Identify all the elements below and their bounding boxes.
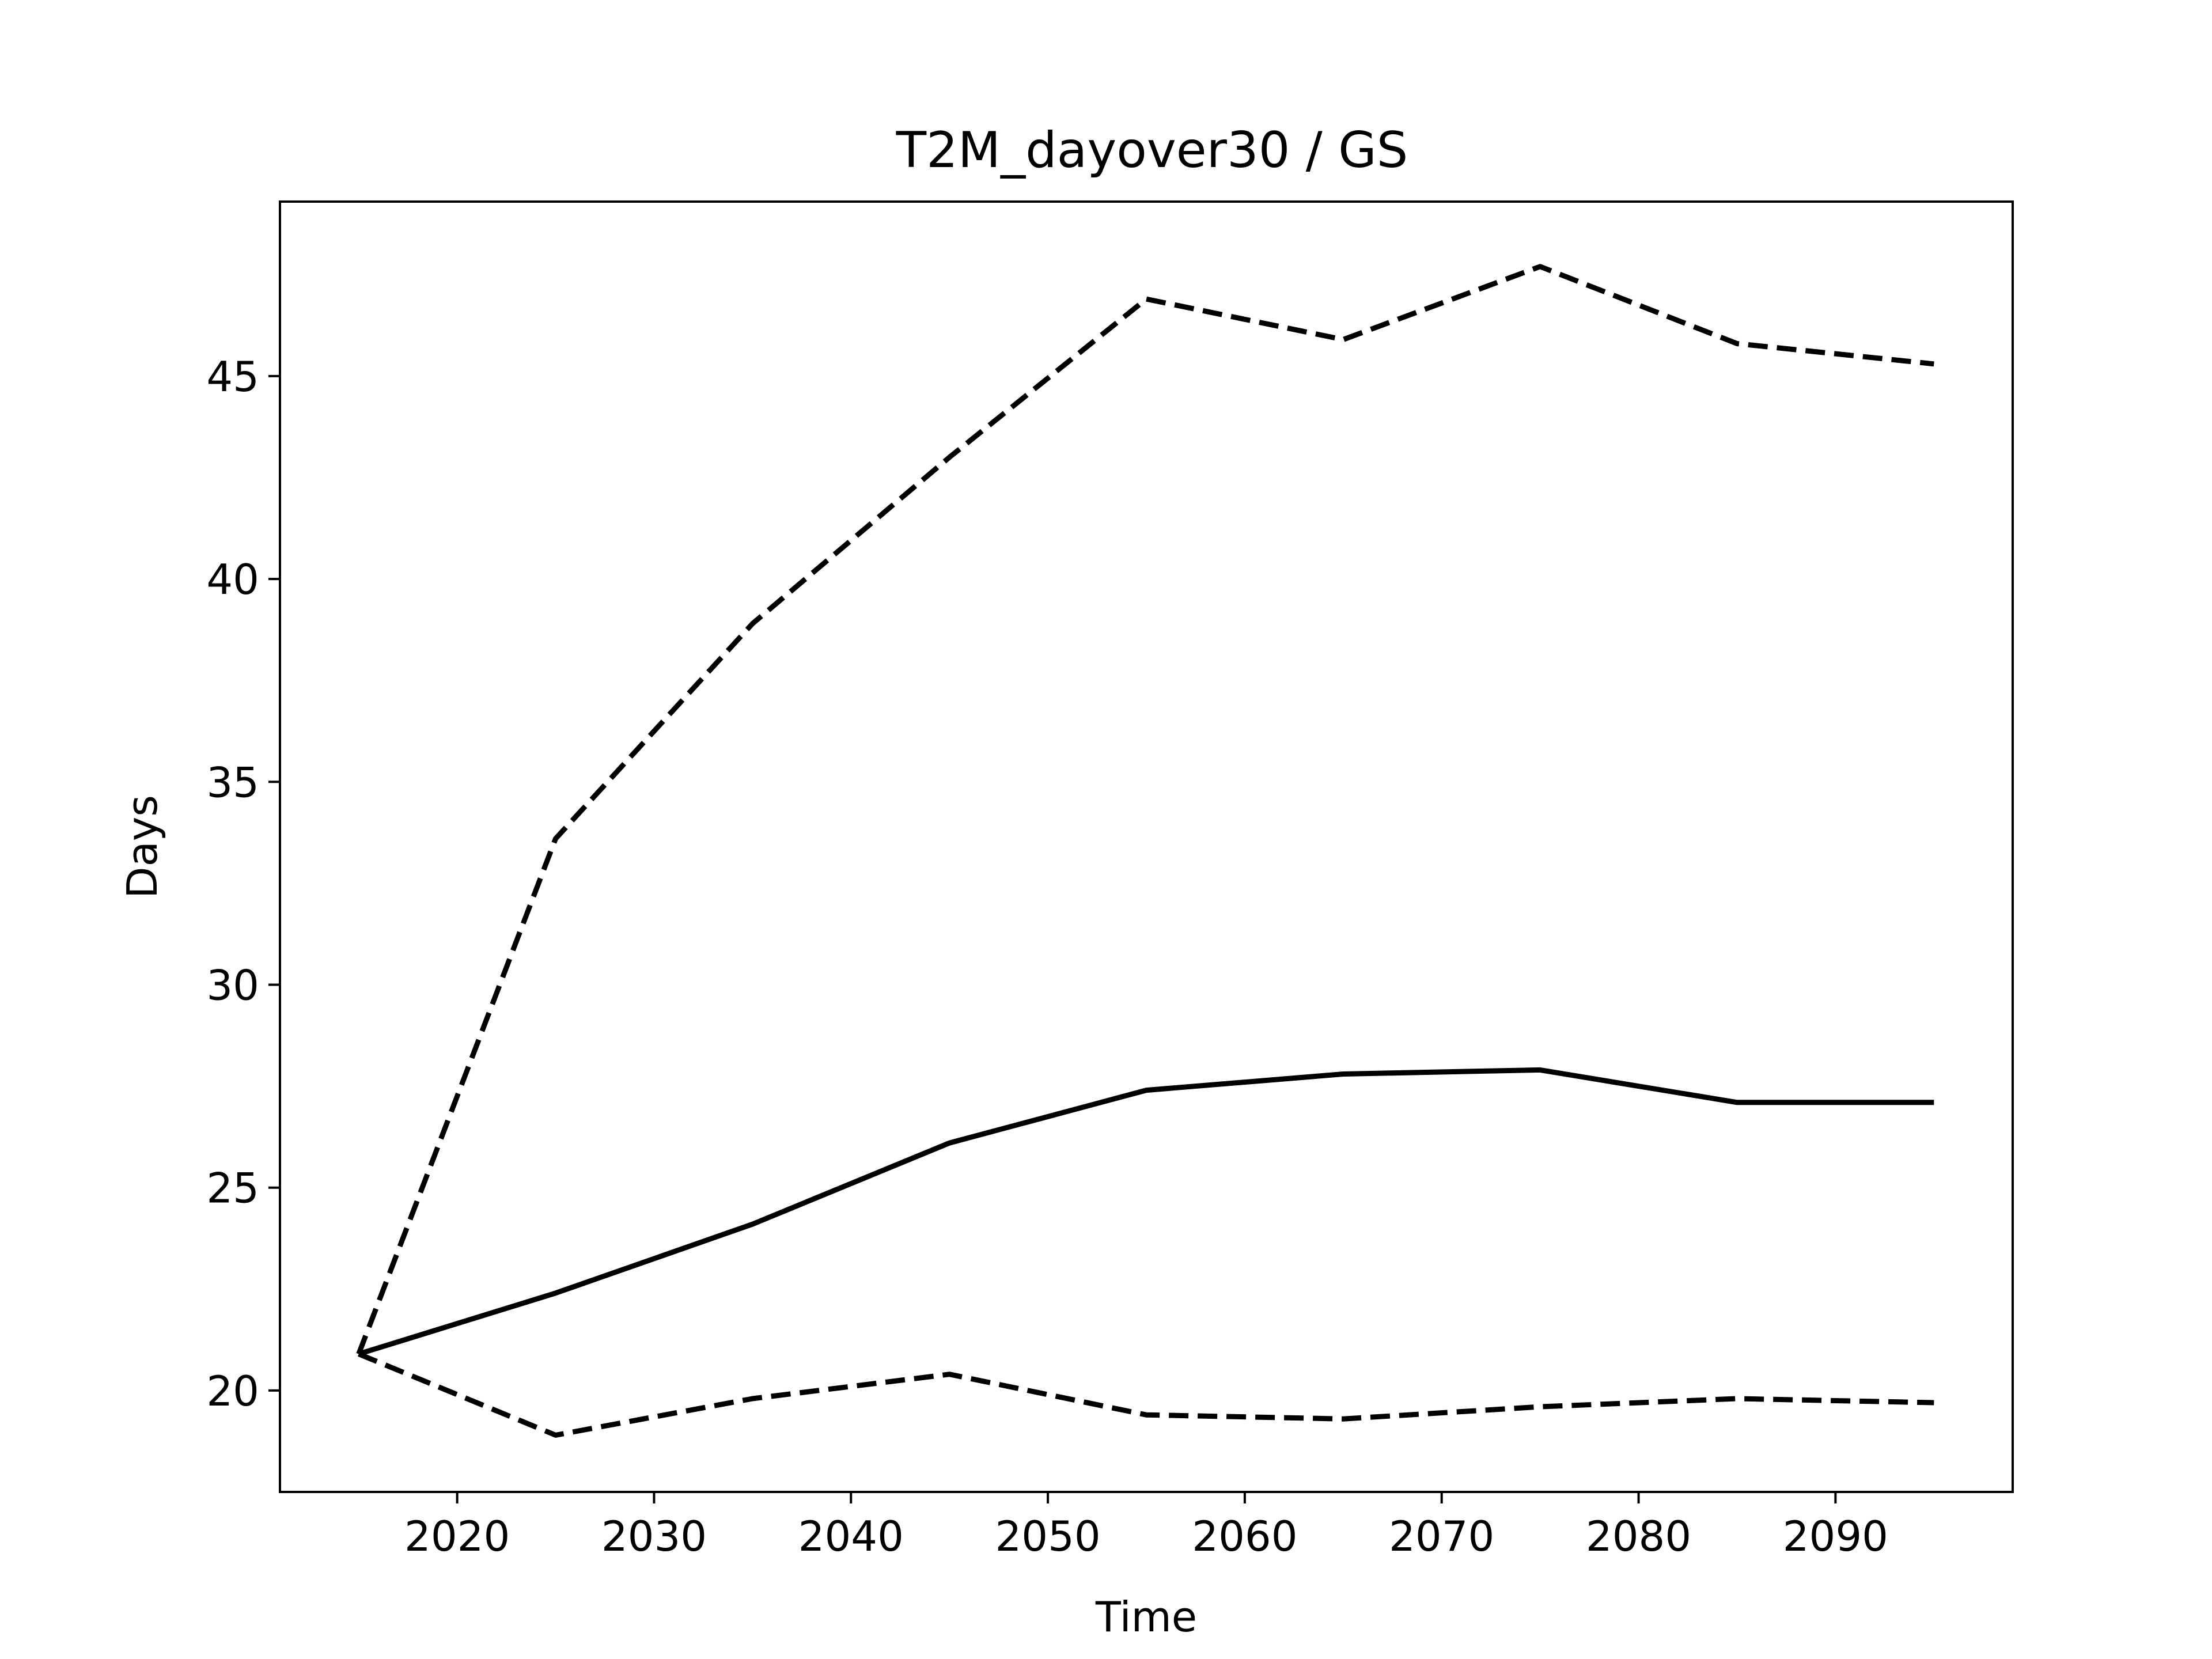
series-line-1 [358, 1067, 1934, 1357]
x-tick-label: 2030 [601, 1512, 707, 1560]
series-line-3 [357, 1351, 1934, 1438]
y-tick-label: 20 [206, 1367, 259, 1415]
x-axis-label: Time [1095, 1593, 1197, 1641]
y-axis: 20 25 30 35 40 45 [206, 353, 280, 1415]
x-tick-label: 2070 [1389, 1512, 1494, 1560]
y-tick-label: 25 [206, 1164, 259, 1213]
axes-frame [279, 200, 2014, 1493]
x-tick-label: 2020 [404, 1512, 510, 1560]
y-tick-label: 30 [206, 961, 259, 1009]
x-axis: 2020 2030 2040 2050 2060 2070 2080 2090 [404, 1492, 1888, 1560]
y-tick-label: 40 [206, 555, 259, 604]
series-line-2 [356, 264, 1934, 1355]
y-tick-label: 45 [206, 353, 259, 401]
plot-area [356, 264, 1934, 1438]
x-tick-label: 2060 [1192, 1512, 1297, 1560]
x-tick-label: 2080 [1586, 1512, 1691, 1560]
x-tick-label: 2090 [1783, 1512, 1888, 1560]
y-tick-label: 35 [206, 758, 259, 806]
x-tick-label: 2040 [798, 1512, 904, 1560]
x-tick-label: 2050 [995, 1512, 1100, 1560]
y-axis-label: Days [118, 795, 166, 899]
chart-title: T2M_dayover30 / GS [896, 122, 1408, 179]
